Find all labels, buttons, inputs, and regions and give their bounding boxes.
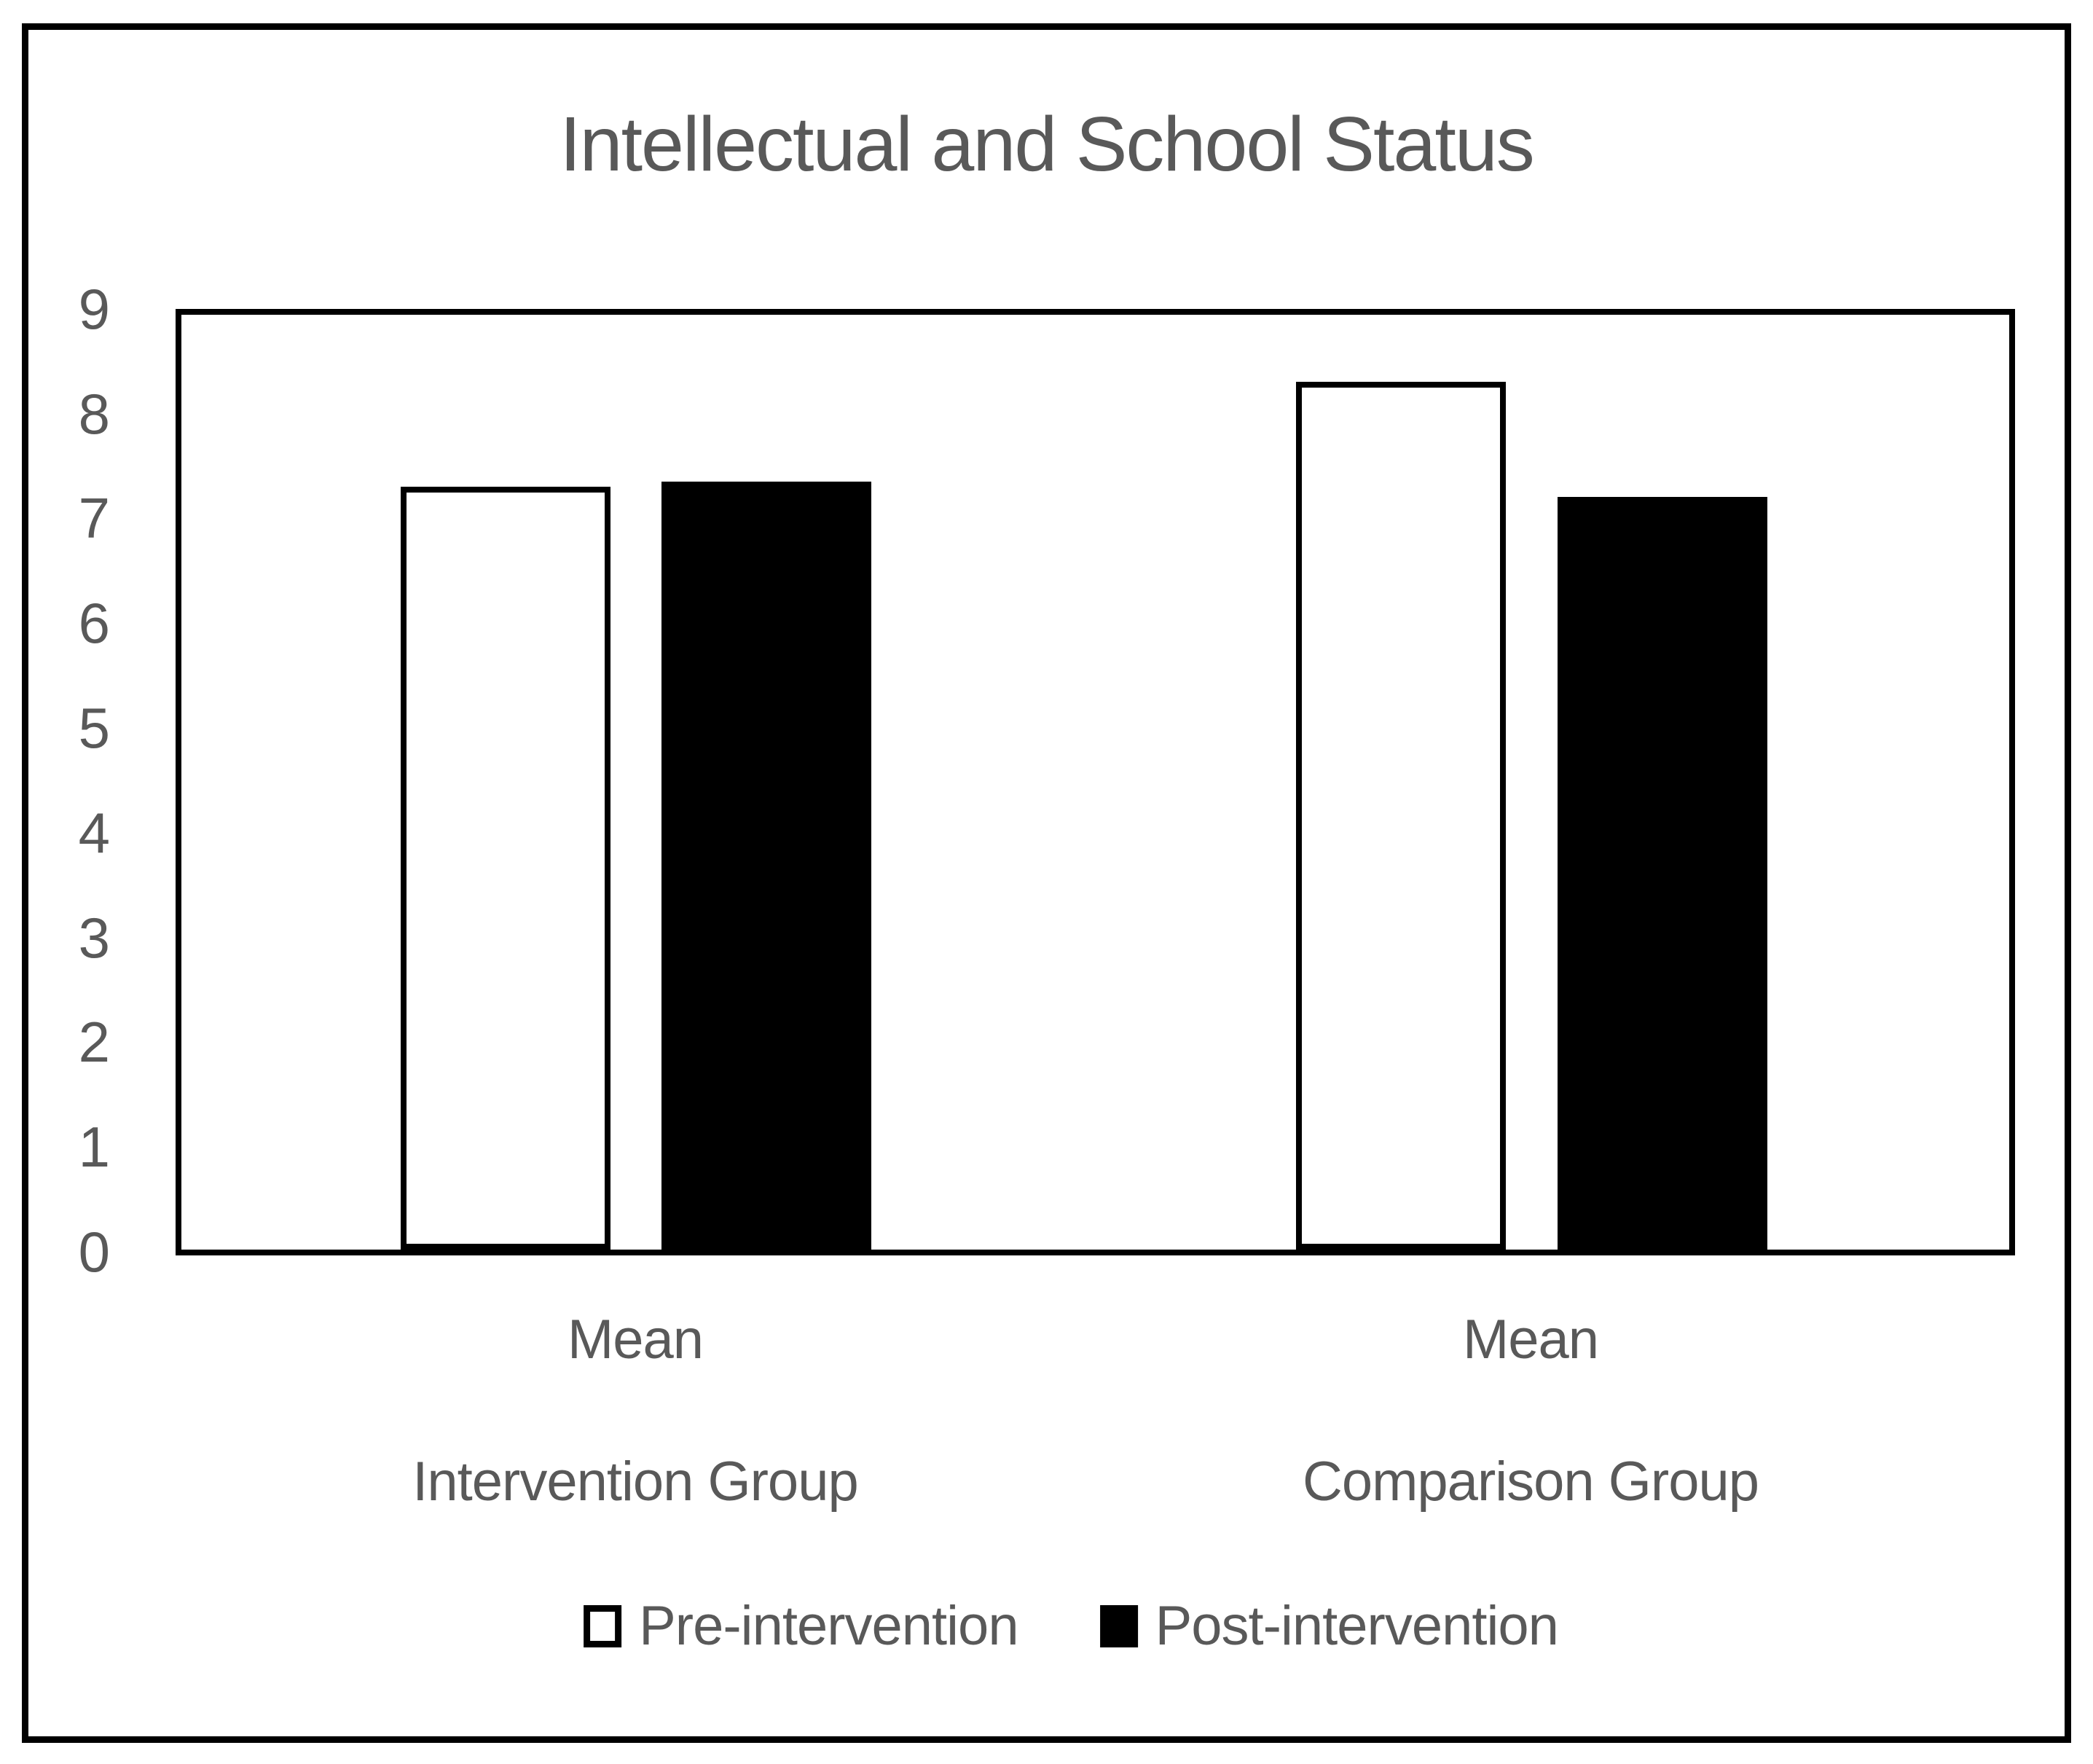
post-intervention-swatch-icon xyxy=(1099,1605,1138,1647)
legend-label: Pre-intervention xyxy=(639,1595,1018,1657)
x-tick-label: Mean xyxy=(1462,1309,1599,1371)
bar-comparison-pre xyxy=(1296,382,1506,1250)
legend-item-pre-intervention: Pre-intervention xyxy=(584,1595,1019,1657)
x-axis-label-intervention: Mean Intervention Group xyxy=(198,1312,1072,1510)
chart-title: Intellectual and School Status xyxy=(559,101,1535,187)
bar-intervention-post xyxy=(661,482,871,1250)
y-tick-label: 1 xyxy=(78,1115,110,1179)
y-tick-label: 6 xyxy=(78,591,110,655)
legend-label: Post-intervention xyxy=(1155,1595,1559,1657)
category-label: Intervention Group xyxy=(412,1451,859,1513)
y-tick-label: 8 xyxy=(78,382,110,446)
bar-comparison-post xyxy=(1558,497,1767,1250)
figure-border xyxy=(22,23,2071,1743)
plot-area xyxy=(176,309,2015,1255)
legend-item-post-intervention: Post-intervention xyxy=(1099,1595,1559,1657)
pre-intervention-swatch-icon xyxy=(584,1605,622,1647)
y-tick-label: 4 xyxy=(78,801,110,865)
y-axis: 0 1 2 3 4 5 6 7 8 9 xyxy=(11,0,110,1312)
y-tick-label: 2 xyxy=(78,1010,110,1074)
y-tick-label: 7 xyxy=(78,486,110,550)
y-tick-label: 3 xyxy=(78,906,110,970)
y-tick-label: 0 xyxy=(78,1220,110,1284)
x-axis-label-comparison: Mean Comparison Group xyxy=(1093,1312,1968,1510)
x-tick-label: Mean xyxy=(567,1309,704,1371)
legend: Pre-intervention Post-intervention xyxy=(584,1595,1559,1657)
bar-intervention-pre xyxy=(401,487,610,1250)
category-label: Comparison Group xyxy=(1302,1451,1759,1513)
y-tick-label: 9 xyxy=(78,277,110,341)
y-tick-label: 5 xyxy=(78,696,110,760)
